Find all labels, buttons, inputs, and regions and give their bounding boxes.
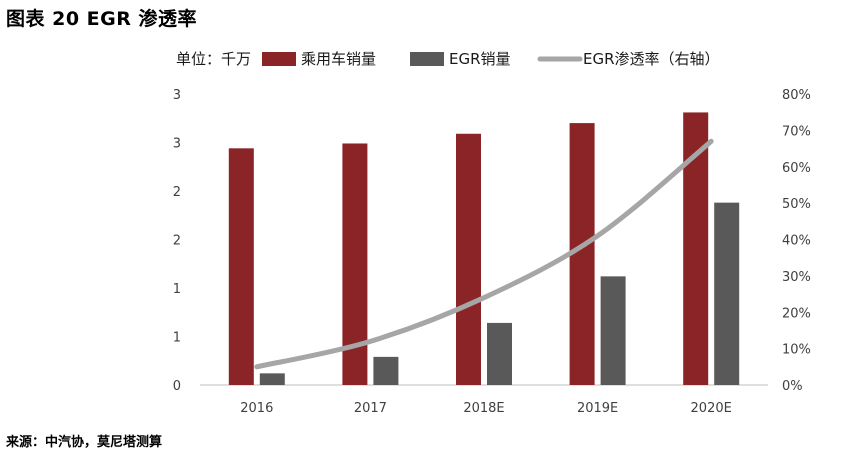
bar-egr-2017 xyxy=(373,356,399,385)
left-tick-label: 1 xyxy=(173,331,181,346)
left-tick-label: 2 xyxy=(173,234,181,249)
right-tick-label: 80% xyxy=(782,88,811,103)
legend-swatch-egr xyxy=(410,52,444,66)
left-axis-tick-labels: 0 1 1 2 2 3 3 xyxy=(173,88,181,394)
legend: 单位：千万 乘用车销量 EGR销量 EGR渗透率（右轴） xyxy=(176,50,720,68)
left-tick-label: 2 xyxy=(173,185,181,200)
right-tick-label: 0% xyxy=(782,379,803,394)
right-tick-label: 10% xyxy=(782,343,811,358)
x-tick-label: 2019E xyxy=(577,401,618,416)
right-tick-label: 60% xyxy=(782,161,811,176)
left-tick-label: 0 xyxy=(173,379,181,394)
rate-line xyxy=(254,138,714,370)
source-note: 来源：中汽协，莫尼塔测算 xyxy=(6,435,163,450)
x-tick-labels: 2016 2017 2018E 2019E 2020E xyxy=(240,401,732,416)
left-tick-label: 3 xyxy=(173,88,181,103)
bars xyxy=(228,112,740,386)
unit-label: 单位：千万 xyxy=(176,50,251,68)
bar-egr-2016 xyxy=(259,373,285,385)
legend-swatch-passenger xyxy=(262,52,296,66)
legend-label-egr: EGR销量 xyxy=(449,50,511,68)
figure-title: 图表 20 EGR 渗透率 xyxy=(6,8,197,30)
bar-egr-2020E xyxy=(714,202,740,385)
left-tick-label: 1 xyxy=(173,282,181,297)
right-tick-label: 70% xyxy=(782,124,811,139)
rate-line-layer xyxy=(254,138,714,370)
left-tick-label: 3 xyxy=(173,137,181,152)
x-tick-label: 2016 xyxy=(240,401,273,416)
legend-label-passenger: 乘用车销量 xyxy=(301,50,376,68)
right-tick-label: 40% xyxy=(782,234,811,249)
bar-egr-2018E xyxy=(487,322,512,385)
x-tick-label: 2017 xyxy=(354,401,387,416)
bar-passenger-2016 xyxy=(228,148,254,385)
bar-egr-2019E xyxy=(600,276,626,385)
right-axis-tick-labels: 0% 10% 20% 30% 40% 50% 60% 70% 80% xyxy=(782,88,811,394)
x-tick-label: 2018E xyxy=(463,401,504,416)
bar-passenger-2018E xyxy=(456,133,481,385)
right-tick-label: 50% xyxy=(782,197,811,212)
legend-label-rate: EGR渗透率（右轴） xyxy=(583,50,720,68)
right-tick-label: 30% xyxy=(782,270,811,285)
x-tick-label: 2020E xyxy=(691,401,732,416)
right-tick-label: 20% xyxy=(782,306,811,321)
